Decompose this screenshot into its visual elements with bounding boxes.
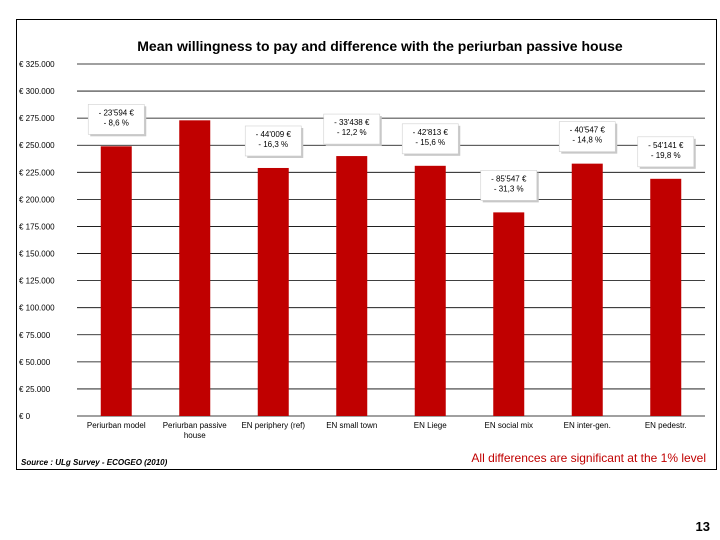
callout-text: - 44'009 € [256,130,292,139]
y-tick-label: € 175.000 [19,222,55,231]
y-tick-label: € 75.000 [19,331,51,340]
callout-text: - 31,3 % [494,184,524,193]
bar [179,120,211,416]
callout-text: - 85'547 € [491,174,527,183]
annotation-callout: - 85'547 €- 31,3 % [480,170,539,203]
y-tick-label: € 125.000 [19,277,55,286]
gridlines [77,63,705,417]
bars [100,120,682,417]
callout-box [637,136,695,168]
callout-text: - 12,2 % [337,128,367,137]
callout-box [87,104,145,135]
bar [414,165,446,416]
bar [100,146,132,416]
x-tick-label: Periurban passive [163,421,228,430]
callout-text: - 40'547 € [570,126,606,135]
callout-text: - 19,8 % [651,151,681,160]
x-tick-label: EN periphery (ref) [241,421,305,430]
y-tick-label: € 200.000 [19,195,55,204]
bar [336,156,368,417]
y-tick-label: € 25.000 [19,385,51,394]
x-tick-label: EN Liege [414,421,447,430]
callout-text: - 33'438 € [334,118,370,127]
callout-box [244,125,302,157]
y-axis-ticks: € 325.000 € 300.000 € 275.000 € 250.000 € 22… [19,60,55,421]
annotation-callout: - 23'594 €- 8,6 % [87,104,147,137]
y-tick-label: € 225.000 [19,168,55,177]
bar [571,163,603,416]
annotation-callout: - 44'009 €- 16,3 % [244,125,304,158]
x-tick-label: EN small town [326,421,377,430]
callout-text: - 8,6 % [104,118,129,127]
y-tick-label: € 325.000 [19,60,55,69]
callout-box [558,121,616,152]
callout-box [323,113,381,145]
y-tick-label: € 275.000 [19,114,55,123]
callout-text: - 16,3 % [258,140,288,149]
callout-text: - 14,8 % [572,136,602,145]
y-tick-label: € 250.000 [19,141,55,150]
y-tick-label: € 150.000 [19,250,55,259]
source-note: Source : ULg Survey - ECOGEO (2010) [21,458,168,467]
x-tick-label: Periurban model [87,421,146,430]
x-tick-label: house [184,431,206,440]
x-tick-label: EN social mix [485,421,533,430]
chart-title: Mean willingness to pay and difference w… [137,38,623,54]
significance-note: All differences are significant at the 1… [471,451,706,465]
y-tick-label: € 100.000 [19,304,55,313]
bar-annotations: - 23'594 €- 8,6 % - 44'009 €- 16,3 % - 33'… [87,104,696,203]
callout-box [480,170,538,201]
annotation-callout: - 40'547 €- 14,8 % [558,121,618,154]
x-tick-label: EN pedestr. [645,421,687,430]
callout-text: - 54'141 € [648,141,684,150]
y-tick-label: € 0 [19,412,31,421]
y-tick-label: € 50.000 [19,358,51,367]
page-number: 13 [695,519,710,534]
annotation-callout: - 33'438 €- 12,2 % [323,113,382,147]
bar [493,212,525,416]
annotation-callout: - 54'141 €- 19,8 % [637,136,696,169]
y-tick-label: € 300.000 [19,87,55,96]
callout-text: - 42'813 € [413,128,449,137]
bar-chart: Mean willingness to pay and difference w… [19,38,706,467]
bar [650,178,682,416]
slide-frame: Mean willingness to pay and difference w… [16,19,717,470]
annotation-callout: - 42'813 €- 15,6 % [401,123,461,156]
callout-text: - 15,6 % [415,138,445,147]
callout-text: - 23'594 € [99,108,135,117]
bar [257,167,289,416]
callout-box [401,123,459,155]
x-tick-label: EN inter-gen. [564,421,611,430]
